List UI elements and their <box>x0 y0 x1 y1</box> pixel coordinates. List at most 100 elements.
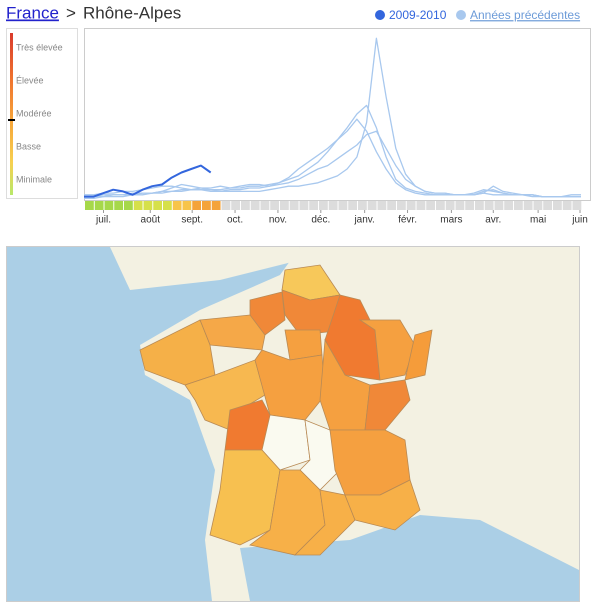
activity-cell <box>241 201 250 210</box>
activity-cell <box>250 201 260 210</box>
x-tick-label: août <box>141 215 161 226</box>
activity-cell <box>562 201 572 210</box>
activity-cell <box>348 201 358 210</box>
activity-cell <box>553 201 562 210</box>
breadcrumb-separator: > <box>66 3 76 22</box>
activity-cell <box>358 201 367 210</box>
sea <box>240 515 579 601</box>
plot: juil. août sept. oct. nov. déc. janv. févr. mars… <box>84 37 588 226</box>
activity-cell <box>299 201 309 210</box>
previous-years-line <box>84 118 581 198</box>
map <box>6 246 580 602</box>
activity-cell <box>328 201 338 210</box>
activity-cell <box>367 201 377 210</box>
region[interactable] <box>329 429 411 496</box>
activity-cell <box>172 201 182 210</box>
activity-cell <box>436 201 445 210</box>
activity-cell <box>85 201 94 210</box>
activity-cell <box>231 201 241 210</box>
activity-cell <box>143 201 153 210</box>
activity-cell <box>211 201 221 210</box>
activity-cell <box>504 201 514 210</box>
region[interactable] <box>404 329 433 381</box>
activity-cell <box>163 201 172 210</box>
x-tick-label: déc. <box>311 215 330 226</box>
region[interactable] <box>261 414 311 471</box>
activity-cell <box>445 201 455 210</box>
activity-cell <box>533 201 543 210</box>
region[interactable] <box>344 479 421 531</box>
region[interactable] <box>358 319 416 381</box>
activity-cell <box>133 201 143 210</box>
previous-years-line <box>84 130 581 198</box>
legend-label[interactable]: 2009-2010 <box>389 8 447 22</box>
x-tick-label: juil. <box>95 215 111 226</box>
activity-cell <box>416 201 426 210</box>
x-tick-label: janv. <box>353 215 374 226</box>
activity-cell <box>572 201 582 210</box>
activity-cell <box>426 201 436 210</box>
breadcrumb-current: Rhône-Alpes <box>83 3 181 22</box>
legend: 2009-2010 Années précédentes <box>375 8 580 22</box>
activity-cell <box>465 201 475 210</box>
legend-label[interactable]: Années précédentes <box>470 8 580 22</box>
activity-cell <box>94 201 104 210</box>
x-tick-label: juin <box>571 215 588 226</box>
legend-swatch <box>375 10 385 20</box>
activity-cell <box>455 201 465 210</box>
activity-cell <box>192 201 202 210</box>
activity-cell <box>406 201 416 210</box>
activity-cell <box>484 201 494 210</box>
activity-cell <box>387 201 397 210</box>
activity-cell <box>523 201 533 210</box>
sea <box>7 247 300 601</box>
scale-bar <box>10 33 13 195</box>
activity-cell <box>114 201 124 210</box>
scale-labels: Très élevée Élevée Modérée Basse Minimale <box>16 42 63 184</box>
activity-cell <box>543 201 553 210</box>
scale-box <box>6 28 78 199</box>
x-tick-label: mars <box>440 215 462 226</box>
activity-cell <box>124 201 133 210</box>
scale-label: Élevée <box>16 75 44 85</box>
current-season-line <box>84 164 212 198</box>
scale-label: Minimale <box>16 174 52 184</box>
activity-cell <box>280 201 289 210</box>
x-tick-label: avr. <box>485 215 501 226</box>
activity-cell <box>270 201 280 210</box>
activity-cell <box>260 201 270 210</box>
land <box>110 247 300 290</box>
activity-cell <box>377 201 387 210</box>
previous-years-line <box>84 104 581 199</box>
region[interactable] <box>254 349 326 421</box>
activity-cell <box>153 201 163 210</box>
activity-cell <box>494 201 504 210</box>
scale-label: Modérée <box>16 108 52 118</box>
activity-cell <box>202 201 211 210</box>
breadcrumb-link[interactable]: France <box>6 3 59 22</box>
legend-swatch <box>456 10 466 20</box>
current-level-marker <box>8 119 15 121</box>
x-tick-label: mai <box>530 215 546 226</box>
activity-cell <box>182 201 192 210</box>
region[interactable] <box>364 379 411 431</box>
activity-cell <box>514 201 523 210</box>
activity-cell <box>397 201 406 210</box>
plot-frame <box>84 28 591 201</box>
scale-label: Très élevée <box>16 42 63 52</box>
previous-years-line <box>84 37 581 198</box>
region[interactable] <box>209 449 281 546</box>
activity-cell <box>319 201 328 210</box>
x-tick-label: nov. <box>269 215 287 226</box>
activity-cell <box>104 201 114 210</box>
activity-cell <box>221 201 231 210</box>
activity-cell <box>309 201 319 210</box>
activity-cell <box>338 201 348 210</box>
x-tick-label: oct. <box>227 215 243 226</box>
activity-cell <box>475 201 484 210</box>
x-tick-label: févr. <box>398 215 417 226</box>
scale-label: Basse <box>16 141 41 151</box>
x-tick-label: sept. <box>181 215 203 226</box>
